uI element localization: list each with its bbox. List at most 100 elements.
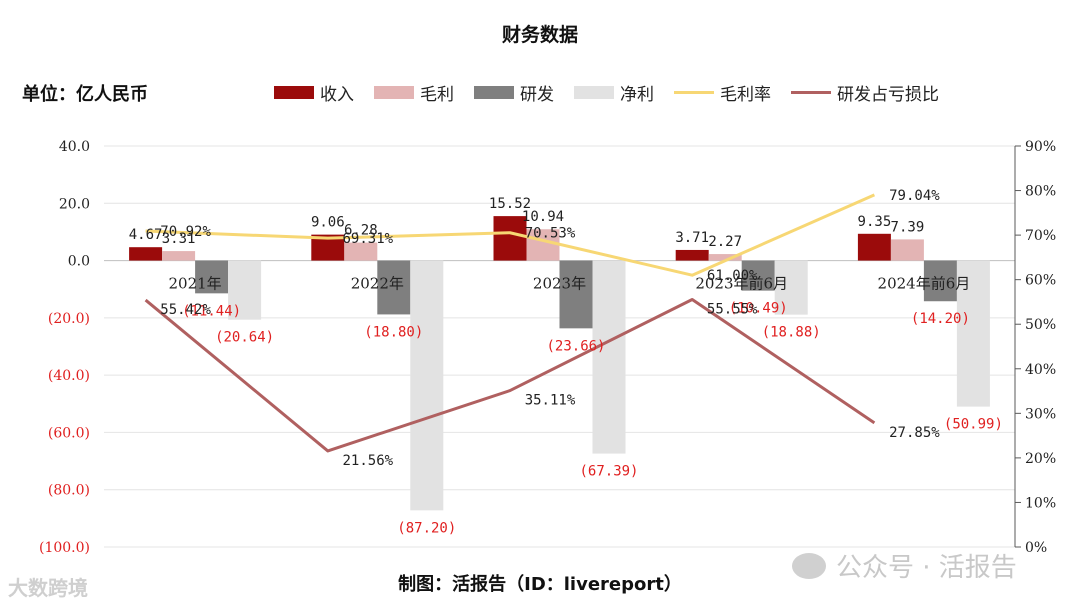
bar-value-label: 6.28 (344, 223, 378, 239)
bar-4 (592, 260, 626, 454)
left-axis-tick-label: (100.0) (39, 540, 90, 556)
chart-footer: 制图：活报告（ID：livereport） (398, 574, 682, 595)
legend-label-revenue: 收入 (320, 85, 354, 105)
bar-2 (344, 242, 378, 261)
bar-value-label: (87.20) (397, 520, 456, 536)
bar-value-label: (50.99) (944, 417, 1003, 433)
bar-3 (195, 260, 229, 294)
bar-2 (708, 254, 742, 261)
legend: 收入 毛利 研发 净利 毛利率 研发占亏损比 (274, 80, 959, 105)
right-axis-tick-label: 10% (1025, 495, 1056, 511)
legend-item-net-profit: 净利 (574, 80, 654, 105)
bar-value-label: 3.71 (675, 230, 709, 246)
bar-4 (774, 260, 808, 315)
bar-value-label: 9.06 (311, 215, 345, 231)
bar-1 (675, 249, 709, 261)
bar-value-label: 10.94 (522, 209, 564, 225)
legend-item-rnd-ratio: 研发占亏损比 (791, 80, 939, 105)
bar-value-label: (20.64) (215, 330, 274, 346)
category-label: 2021年 (169, 275, 222, 293)
bar-value-label: 15.52 (489, 196, 531, 212)
right-axis-tick-label: 90% (1025, 139, 1056, 155)
right-axis-tick-label: 60% (1025, 273, 1056, 289)
legend-item-rnd: 研发 (474, 80, 554, 105)
line-value-label: 69.31% (343, 231, 394, 247)
right-axis-tick-label: 0% (1025, 540, 1047, 556)
chart-title: 财务数据 (501, 24, 578, 46)
bar-1 (129, 247, 163, 261)
legend-label-gross-margin: 毛利率 (720, 85, 771, 105)
bar-value-label: 4.67 (129, 227, 163, 243)
bar-value-label: 2.27 (708, 234, 742, 250)
bar-1 (493, 216, 527, 261)
bar-3 (559, 260, 593, 329)
left-axis-tick-label: (40.0) (48, 368, 90, 384)
series-line-1 (145, 193, 876, 277)
right-axis-tick-label: 50% (1025, 317, 1056, 333)
bar-value-label: 7.39 (891, 219, 925, 235)
unit-label: 单位：亿人民币 (22, 84, 148, 105)
bar-value-label: (23.66) (546, 338, 605, 354)
bar-4 (410, 260, 444, 511)
legend-label-net-profit: 净利 (620, 85, 654, 105)
left-axis-tick-label: 40.0 (59, 139, 90, 155)
line-value-label: 79.04% (889, 188, 940, 204)
legend-label-gross-profit: 毛利 (420, 85, 454, 105)
category-label: 2023年前6月 (695, 275, 788, 293)
category-label: 2023年 (533, 275, 586, 293)
line-value-label: 70.92% (160, 224, 211, 240)
bar-value-label: (67.39) (579, 464, 638, 480)
bar-4 (956, 260, 990, 407)
bar-value-label: (11.44) (182, 303, 241, 319)
right-axis-tick-label: 20% (1025, 451, 1056, 467)
series-line-2 (144, 297, 876, 453)
legend-label-rnd-ratio: 研发占亏损比 (837, 85, 939, 105)
left-axis-tick-label: 0.0 (68, 254, 90, 270)
left-axis-tick-label: (80.0) (48, 483, 90, 499)
legend-item-gross-margin: 毛利率 (674, 80, 771, 105)
watermark-right-text: 公众号 · 活报告 (836, 553, 1017, 583)
watermark-right: 公众号 · 活报告 (792, 547, 1017, 584)
line-value-label: 55.42% (160, 302, 211, 318)
category-label: 2024年前6月 (878, 275, 971, 293)
left-axis-tick-label: (60.0) (48, 425, 90, 441)
bar-value-label: (10.49) (729, 301, 788, 317)
line-value-label: 61.00% (707, 268, 758, 284)
left-axis-tick-label: (20.0) (48, 311, 90, 327)
bar-value-label: 9.35 (858, 214, 892, 230)
legend-line-gross-margin (674, 91, 714, 94)
legend-item-revenue: 收入 (274, 80, 354, 105)
bar-3 (741, 260, 775, 291)
right-axis-tick-label: 70% (1025, 228, 1056, 244)
line-value-label: 70.53% (525, 226, 576, 242)
watermark-left: 大数跨境 (8, 576, 88, 600)
right-axis-tick-label: 40% (1025, 362, 1056, 378)
legend-item-gross-profit: 毛利 (374, 80, 454, 105)
legend-swatch-gross-profit (374, 86, 414, 99)
legend-swatch-net-profit (574, 86, 614, 99)
legend-line-rnd-ratio (791, 91, 831, 94)
category-label: 2022年 (351, 275, 404, 293)
left-axis-tick-label: 20.0 (59, 196, 90, 212)
bar-3 (923, 260, 957, 302)
line-value-label: 55.55% (707, 301, 758, 317)
line-value-label: 21.56% (343, 453, 394, 469)
bar-4 (228, 260, 262, 320)
bar-3 (377, 260, 411, 315)
right-axis-tick-label: 30% (1025, 406, 1056, 422)
bar-2 (526, 229, 560, 261)
line-value-label: 35.11% (525, 393, 576, 409)
bar-value-label: 3.31 (162, 231, 196, 247)
line-value-label: 27.85% (889, 425, 940, 441)
legend-label-rnd: 研发 (520, 85, 554, 105)
right-axis-tick-label: 80% (1025, 184, 1056, 200)
wechat-icon (792, 552, 826, 579)
bar-value-label: (18.88) (762, 325, 821, 341)
bar-1 (857, 233, 891, 261)
bar-2 (890, 239, 924, 261)
bar-2 (162, 251, 196, 261)
legend-swatch-revenue (274, 86, 314, 99)
bar-value-label: (14.20) (911, 311, 970, 327)
legend-swatch-rnd (474, 86, 514, 99)
